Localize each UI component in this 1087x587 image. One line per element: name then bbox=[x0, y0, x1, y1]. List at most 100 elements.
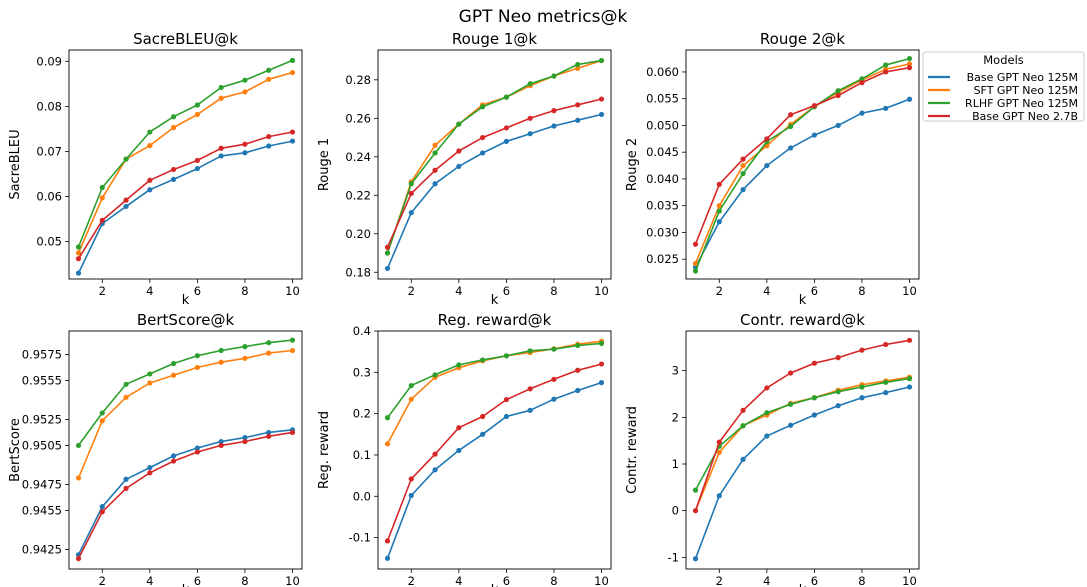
data-point bbox=[503, 413, 509, 420]
y-axis-label: Rouge 2 bbox=[625, 138, 640, 191]
data-point bbox=[432, 150, 438, 156]
data-point bbox=[456, 425, 462, 431]
data-point bbox=[408, 492, 414, 499]
data-point bbox=[859, 80, 865, 86]
y-tick-label: 0.06 bbox=[36, 190, 62, 204]
data-point bbox=[503, 353, 509, 359]
x-tick-label: 6 bbox=[194, 284, 201, 298]
axes-frame bbox=[377, 330, 612, 570]
y-tick-label: 0.9455 bbox=[22, 503, 62, 517]
data-point bbox=[99, 410, 105, 416]
data-point bbox=[788, 422, 794, 428]
series-line bbox=[77, 339, 293, 446]
series-line bbox=[77, 71, 293, 254]
data-point bbox=[740, 407, 746, 413]
series-group bbox=[692, 61, 913, 267]
y-tick-label: 0.9505 bbox=[22, 438, 62, 452]
y-tick-label: 0.1 bbox=[353, 448, 371, 462]
y-tick-label: 0 bbox=[672, 504, 679, 518]
data-point bbox=[99, 503, 105, 510]
data-point bbox=[551, 123, 557, 129]
y-tick-label: 0.3 bbox=[353, 365, 371, 379]
y-tick-label: 0.040 bbox=[646, 172, 679, 186]
x-tick-label: 4 bbox=[455, 574, 462, 587]
data-point bbox=[788, 112, 794, 118]
x-tick-label: 2 bbox=[716, 284, 723, 298]
data-point bbox=[99, 418, 105, 424]
x-tick-label: 6 bbox=[194, 574, 201, 587]
data-point bbox=[171, 124, 177, 131]
y-tick-label: 0.035 bbox=[646, 199, 679, 213]
y-tick-label: 3 bbox=[672, 364, 679, 378]
data-point bbox=[408, 396, 414, 402]
data-point bbox=[75, 475, 82, 481]
data-point bbox=[788, 401, 794, 407]
x-tick-label: 10 bbox=[285, 574, 300, 587]
data-point bbox=[835, 403, 841, 409]
series-line bbox=[386, 381, 602, 559]
series-line bbox=[694, 386, 910, 559]
data-point bbox=[289, 337, 296, 343]
data-point bbox=[123, 476, 129, 482]
data-point bbox=[503, 125, 509, 131]
y-tick-label: 0.9525 bbox=[22, 412, 62, 426]
data-point bbox=[788, 123, 794, 130]
data-point bbox=[906, 61, 913, 67]
data-point bbox=[171, 176, 177, 182]
data-point bbox=[906, 376, 913, 382]
data-point bbox=[740, 156, 746, 162]
data-point bbox=[527, 81, 533, 87]
data-point bbox=[551, 108, 557, 114]
data-point bbox=[480, 413, 486, 420]
panel-title: BertScore@k bbox=[137, 311, 235, 329]
data-point bbox=[835, 92, 841, 99]
series-group bbox=[692, 96, 913, 270]
data-point bbox=[432, 167, 438, 173]
data-point bbox=[883, 105, 889, 111]
data-point bbox=[266, 340, 272, 346]
data-point bbox=[575, 387, 581, 394]
data-point bbox=[692, 487, 699, 493]
data-point bbox=[692, 556, 699, 562]
data-point bbox=[764, 433, 770, 439]
data-point bbox=[811, 103, 817, 109]
data-point bbox=[384, 555, 391, 561]
x-tick-label: 6 bbox=[503, 574, 510, 587]
y-tick-label: 0.26 bbox=[345, 111, 371, 125]
data-point bbox=[123, 394, 129, 400]
x-axis-label: k bbox=[799, 293, 807, 308]
y-tick-label: 2 bbox=[672, 410, 679, 424]
x-tick-label: 8 bbox=[858, 284, 865, 298]
data-point bbox=[194, 449, 200, 455]
data-point bbox=[906, 55, 913, 62]
data-point bbox=[75, 256, 82, 262]
y-axis-label: BertScore bbox=[8, 418, 23, 482]
data-point bbox=[171, 372, 177, 378]
data-point bbox=[99, 217, 105, 223]
x-tick-label: 4 bbox=[146, 574, 153, 587]
series-group bbox=[384, 361, 605, 544]
data-point bbox=[811, 412, 817, 418]
data-point bbox=[194, 445, 200, 451]
y-tick-label: 0.9555 bbox=[22, 373, 62, 387]
data-point bbox=[242, 438, 248, 445]
y-tick-label: 0.030 bbox=[646, 225, 679, 239]
x-tick-label: 10 bbox=[285, 284, 300, 298]
data-point bbox=[716, 208, 722, 214]
data-point bbox=[218, 153, 224, 159]
legend-label: SFT GPT Neo 125M bbox=[974, 84, 1078, 97]
series-line bbox=[694, 339, 910, 511]
series-line bbox=[386, 98, 602, 248]
data-point bbox=[859, 347, 865, 353]
data-point bbox=[384, 415, 391, 421]
y-tick-label: 0.9425 bbox=[22, 542, 62, 556]
data-point bbox=[266, 429, 272, 436]
x-tick-label: 2 bbox=[408, 574, 415, 587]
y-tick-label: -0.1 bbox=[349, 531, 371, 545]
data-point bbox=[456, 362, 462, 368]
data-point bbox=[740, 170, 746, 177]
series-line bbox=[77, 349, 293, 479]
data-point bbox=[266, 133, 272, 140]
data-point bbox=[764, 410, 770, 416]
data-point bbox=[551, 73, 557, 79]
